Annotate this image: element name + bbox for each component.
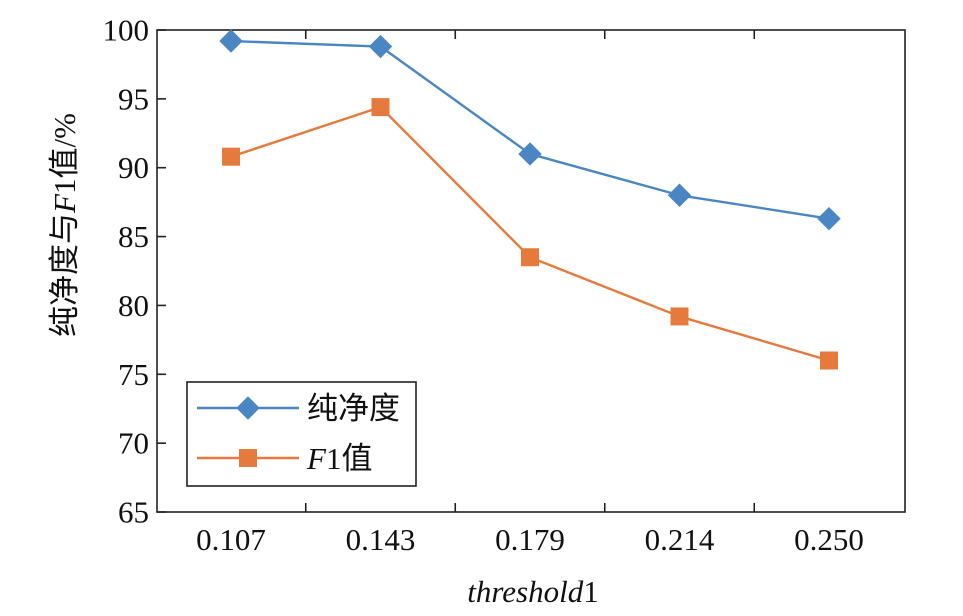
y-axis-title-prefix: 纯净度与 — [47, 213, 82, 337]
legend-item: F1值 — [197, 441, 372, 476]
x-axis: 0.107 0.143 0.179 0.214 0.250 — [196, 30, 864, 557]
y-tick-label: 90 — [118, 150, 149, 185]
y-axis: 65 70 75 80 85 90 95 100 — [103, 13, 166, 530]
data-point — [521, 248, 539, 267]
legend-marker — [239, 449, 257, 467]
x-axis-title: threshold1 — [467, 574, 598, 609]
y-tick-label: 95 — [118, 81, 149, 116]
y-tick-label: 75 — [118, 357, 149, 392]
legend-marker — [236, 396, 260, 420]
legend-item: 纯净度 — [197, 391, 400, 426]
legend-label: F1值 — [306, 441, 372, 476]
legend-label-text: 纯净度 — [307, 391, 400, 426]
x-tick-label: 0.250 — [794, 522, 864, 557]
series-layer — [219, 29, 841, 370]
y-tick-label: 70 — [118, 426, 149, 461]
plot-border — [156, 29, 906, 513]
x-tick-label: 0.179 — [495, 522, 565, 557]
data-point — [518, 142, 542, 166]
y-tick-label: 100 — [103, 13, 150, 48]
data-point — [368, 34, 393, 59]
legend: 纯净度 F1值 — [186, 381, 417, 487]
x-axis-title-italic: threshold — [467, 574, 583, 609]
data-point — [670, 307, 689, 326]
series-1 — [219, 29, 841, 231]
series-line — [230, 39, 830, 220]
y-axis-title: 纯净度与F1值/% — [47, 113, 82, 337]
x-axis-title-normal: 1 — [583, 574, 599, 609]
data-point — [667, 183, 692, 207]
y-tick-label: 85 — [118, 219, 149, 254]
legend-box — [186, 381, 417, 487]
data-point — [371, 98, 390, 117]
data-point — [820, 351, 838, 370]
data-point — [817, 206, 841, 231]
legend-label-text: 1值 — [326, 441, 373, 476]
x-tick-label: 0.214 — [645, 522, 715, 557]
y-axis-title-italic: F — [47, 193, 82, 214]
data-point — [222, 147, 240, 166]
y-tick-label: 80 — [118, 288, 149, 323]
plot-area — [156, 29, 906, 513]
y-axis-title-suffix: 1值/% — [47, 113, 82, 194]
x-tick-label: 0.107 — [196, 522, 266, 557]
x-tick-label: 0.143 — [346, 522, 416, 557]
data-point — [219, 29, 243, 53]
legend-label: 纯净度 — [307, 391, 400, 426]
series-2 — [222, 98, 838, 370]
y-tick-label: 65 — [118, 495, 149, 530]
legend-label-italic: F — [306, 441, 327, 476]
